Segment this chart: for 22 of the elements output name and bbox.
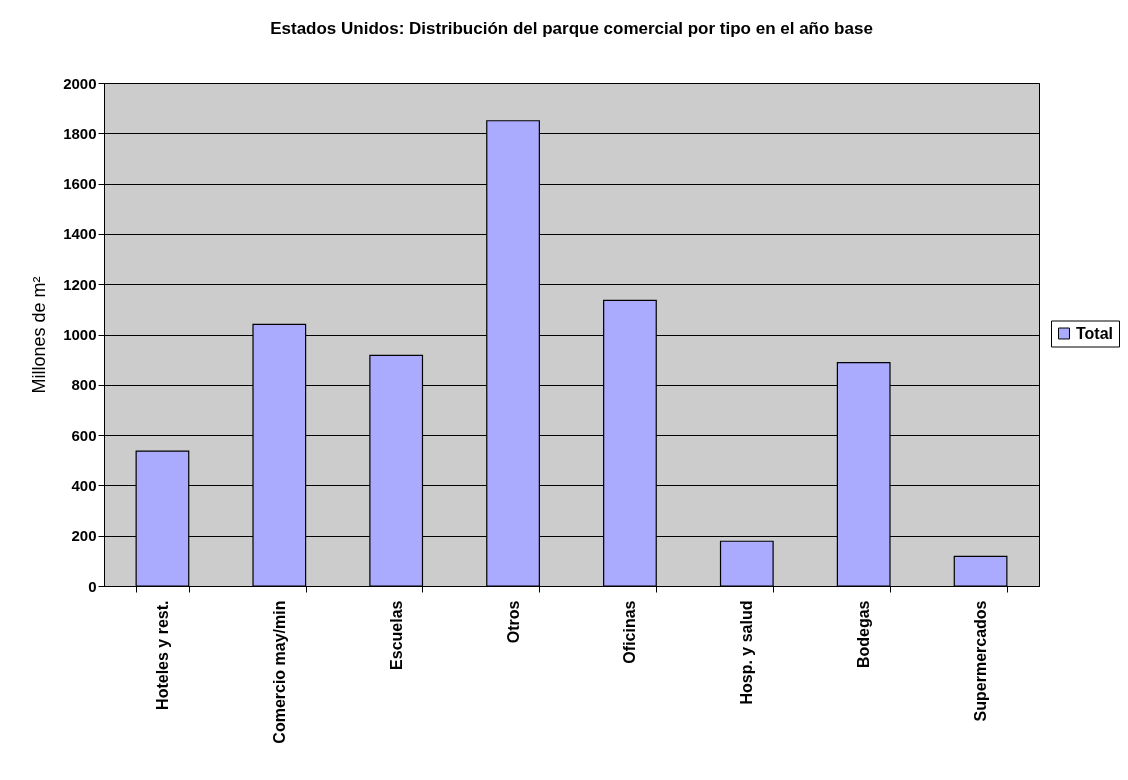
x-tick-label: Comercio may/min xyxy=(270,600,288,744)
y-tick-label: 1000 xyxy=(63,326,97,343)
y-tick-label: 200 xyxy=(71,527,97,545)
y-tick-label: 400 xyxy=(71,476,97,494)
y-tick-label: 0 xyxy=(88,577,97,595)
x-tick-label: Oficinas xyxy=(621,600,639,664)
chart-title: Estados Unidos: Distribución del parque comercial por tipo en el año base xyxy=(270,19,873,38)
y-tick-label: 1800 xyxy=(63,124,97,142)
y-tick-label: 1200 xyxy=(63,275,97,293)
x-tick-label: Supermercados xyxy=(972,600,990,722)
y-tick-label: 800 xyxy=(71,376,97,394)
legend-label: Total xyxy=(1076,324,1114,342)
y-axis-title: Millones de m² xyxy=(29,276,50,394)
y-tick-label: 600 xyxy=(71,426,97,444)
y-tick-label: 1400 xyxy=(63,225,97,243)
y-tick-label: 1600 xyxy=(63,175,97,193)
x-tick-label: Bodegas xyxy=(855,600,873,669)
x-tick-label: Hoteles y rest. xyxy=(153,600,171,710)
x-tick-label: Hosp. y salud xyxy=(738,600,756,705)
x-tick-label: Escuelas xyxy=(387,600,405,670)
x-tick-label: Otros xyxy=(504,600,522,644)
y-tick-label: 2000 xyxy=(63,74,97,92)
